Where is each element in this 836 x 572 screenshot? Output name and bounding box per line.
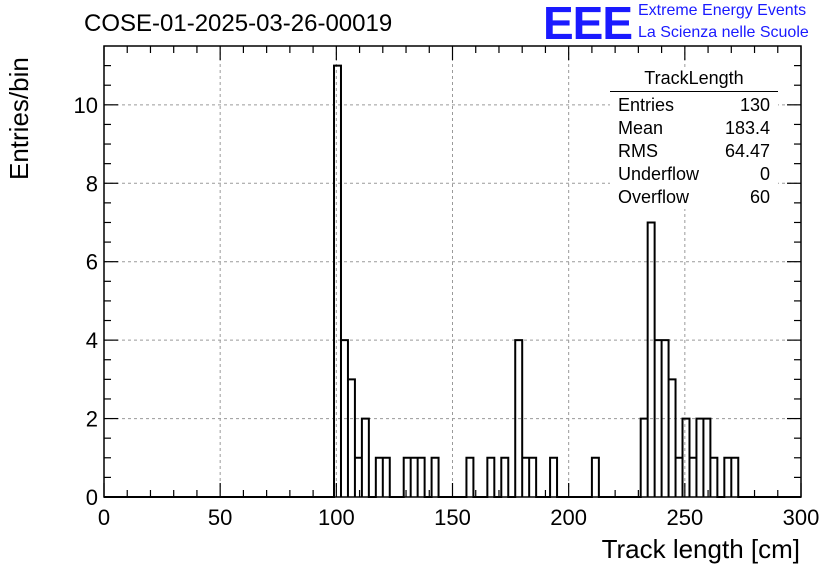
stats-value: 183.4 (724, 118, 770, 138)
histogram-bin (641, 419, 648, 497)
stats-value: 130 (739, 95, 770, 115)
histogram-bin (703, 419, 710, 497)
x-tick-label: 200 (550, 505, 587, 530)
stats-box: TrackLength Entries 130 Mean 183.4 RMS 6… (610, 68, 778, 209)
histogram-bin (362, 419, 369, 497)
y-tick-label: 10 (74, 93, 98, 118)
histogram-bin (710, 458, 717, 497)
stats-label: Mean (618, 118, 664, 138)
histogram-bin (432, 458, 439, 497)
histogram-bin (529, 458, 536, 497)
stats-row-underflow: Underflow 0 (610, 163, 778, 186)
y-tick-label: 4 (86, 328, 98, 353)
histogram-bin (676, 458, 683, 497)
histogram-bin (696, 419, 703, 497)
histogram-bin (334, 66, 341, 497)
stats-value: 60 (749, 187, 770, 207)
x-axis-label: Track length [cm] (601, 534, 800, 564)
stats-row-mean: Mean 183.4 (610, 117, 778, 140)
histogram-bin (669, 379, 676, 497)
y-tick-label: 8 (86, 171, 98, 196)
stats-label: RMS (618, 141, 658, 161)
histogram-bin (731, 458, 738, 497)
histogram-bin (501, 458, 508, 497)
stats-row-entries: Entries 130 (610, 94, 778, 117)
stats-title: TrackLength (610, 68, 778, 92)
histogram-bin (404, 458, 411, 497)
x-tick-label: 150 (434, 505, 471, 530)
histogram-bin (466, 458, 473, 497)
histogram-bin (411, 458, 418, 497)
histogram-bin (550, 458, 557, 497)
histogram-bin (418, 458, 425, 497)
y-axis-label: Entries/bin (4, 57, 34, 180)
histogram-bin (376, 458, 383, 497)
chart-title: COSE-01-2025-03-26-00019 (84, 10, 393, 37)
x-tick-label: 0 (98, 505, 110, 530)
histogram-bin (724, 458, 731, 497)
logo-line-1: Extreme Energy Events (638, 2, 807, 19)
stats-row-overflow: Overflow 60 (610, 186, 778, 209)
y-tick-label: 0 (86, 485, 98, 510)
x-tick-label: 50 (208, 505, 232, 530)
histogram-bin (522, 458, 529, 497)
x-tick-label: 300 (783, 505, 820, 530)
eee-logo: EEE (543, 0, 633, 49)
histogram-bin (355, 458, 362, 497)
y-tick-label: 2 (86, 407, 98, 432)
x-tick-label: 100 (318, 505, 355, 530)
stats-label: Underflow (618, 164, 700, 184)
y-tick-label: 6 (86, 250, 98, 275)
histogram-bin (592, 458, 599, 497)
histogram-bin (383, 458, 390, 497)
x-tick-label: 250 (666, 505, 703, 530)
histogram-bin (648, 222, 655, 497)
histogram-bin (683, 419, 690, 497)
histogram-bin (689, 458, 696, 497)
stats-value: 0 (759, 164, 770, 184)
histogram-bin (348, 379, 355, 497)
stats-row-rms: RMS 64.47 (610, 140, 778, 163)
histogram-bin (487, 458, 494, 497)
stats-label: Overflow (618, 187, 690, 207)
logo-line-2: La Scienza nelle Scuole (638, 24, 809, 41)
stats-label: Entries (618, 95, 675, 115)
stats-value: 64.47 (724, 141, 770, 161)
histogram-outline (104, 64, 801, 498)
